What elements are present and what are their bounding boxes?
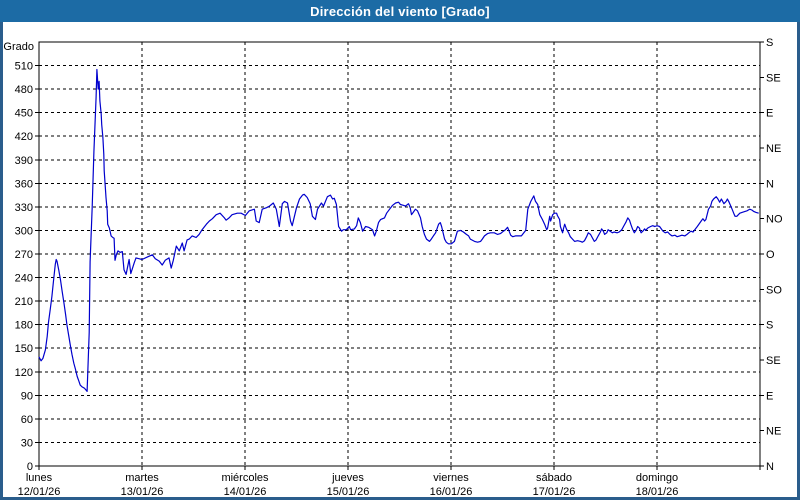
x-axis: lunes 12/01/26 martes 13/01/26 miércoles 14/0…: [18, 466, 761, 498]
x-day-date: 16/01/26: [430, 486, 473, 498]
x-day-name: viernes: [433, 472, 469, 484]
x-day-date: 12/01/26: [18, 486, 61, 498]
y-tick-label: 420: [15, 131, 33, 143]
x-day-date: 14/01/26: [224, 486, 267, 498]
x-day-name: miércoles: [221, 472, 269, 484]
compass-tick-label: E: [766, 390, 773, 402]
gridlines: [39, 42, 760, 466]
compass-tick-label: N: [766, 461, 774, 473]
x-day-name: jueves: [331, 472, 364, 484]
y-tick-label: 330: [15, 202, 33, 214]
y-tick-label: 60: [21, 414, 33, 426]
y-axis-right: N NE E SE S SO O NO N NE E SE S: [760, 37, 783, 473]
compass-tick-label: NE: [766, 143, 781, 155]
compass-tick-label: S: [766, 37, 773, 49]
y-tick-label: 510: [15, 61, 33, 73]
y-axis-left: 0 30 60 90 120 150 180 210 240 270 300 330 360 390 420…: [3, 41, 39, 473]
compass-tick-label: O: [766, 249, 775, 261]
compass-tick-label: SO: [766, 284, 782, 296]
title-bar: Dirección del viento [Grado]: [0, 0, 800, 22]
data-line: [38, 68, 759, 392]
x-day-name: domingo: [636, 472, 678, 484]
y-tick-label: 450: [15, 108, 33, 120]
y-tick-label: 0: [27, 461, 33, 473]
y-tick-label: 150: [15, 343, 33, 355]
compass-tick-label: E: [766, 108, 773, 120]
y-tick-label: 90: [21, 390, 33, 402]
y-tick-label: 480: [15, 84, 33, 96]
x-day-date: 13/01/26: [121, 486, 164, 498]
y-axis-title: Grado: [3, 41, 34, 53]
compass-tick-label: N: [766, 178, 774, 190]
compass-tick-label: S: [766, 320, 773, 332]
y-tick-label: 210: [15, 296, 33, 308]
x-day-date: 18/01/26: [636, 486, 679, 498]
chart-title: Dirección del viento [Grado]: [310, 3, 490, 19]
y-tick-label: 270: [15, 249, 33, 261]
y-tick-label: 390: [15, 155, 33, 167]
y-tick-label: 240: [15, 273, 33, 285]
y-tick-label: 360: [15, 178, 33, 190]
x-day-date: 15/01/26: [327, 486, 370, 498]
x-day-name: sábado: [536, 472, 572, 484]
x-day-name: lunes: [26, 472, 53, 484]
y-tick-label: 30: [21, 437, 33, 449]
chart-background: [3, 0, 797, 497]
compass-tick-label: SE: [766, 355, 781, 367]
x-day-name: martes: [125, 472, 159, 484]
y-tick-label: 120: [15, 367, 33, 379]
compass-tick-label: SE: [766, 72, 781, 84]
compass-tick-label: NE: [766, 426, 781, 438]
wind-direction-series: [38, 68, 759, 392]
compass-tick-label: NO: [766, 214, 783, 226]
y-tick-label: 300: [15, 225, 33, 237]
y-tick-label: 180: [15, 320, 33, 332]
x-day-date: 17/01/26: [533, 486, 576, 498]
